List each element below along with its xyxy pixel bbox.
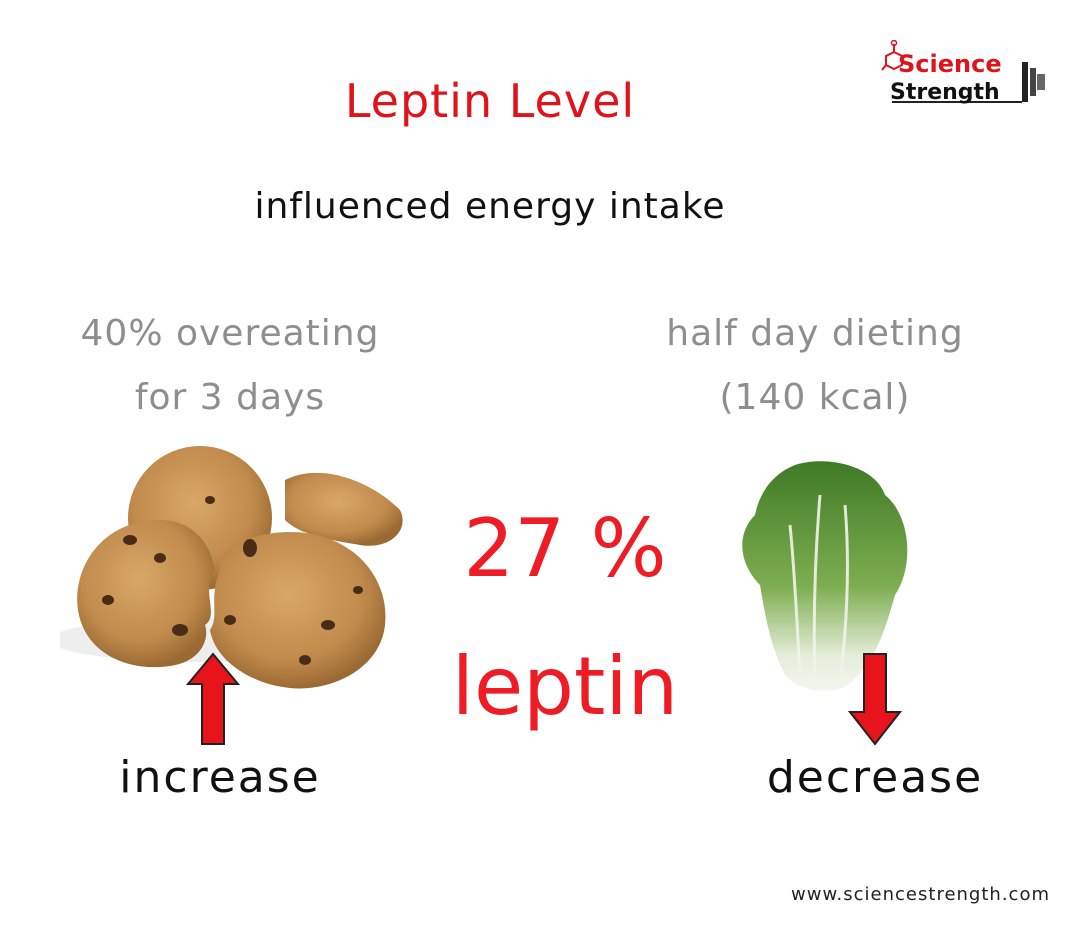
overeating-caption-line1: 40% overeating (80, 313, 380, 354)
website-url: www.sciencestrength.com (791, 884, 1050, 905)
science-strength-logo: Science Strength (880, 40, 1050, 116)
molecule-barbell-icon (881, 40, 1045, 103)
arrow-up-icon (186, 652, 240, 745)
overeating-caption-line2: for 3 days (134, 377, 326, 418)
cookies-image (60, 446, 403, 689)
decrease-label: decrease (766, 752, 984, 803)
overeating-caption: 40% overeating for 3 days (30, 302, 430, 430)
napa-cabbage-image (742, 461, 908, 691)
leptin-label: leptin (451, 640, 679, 733)
dieting-caption-line2: (140 kcal) (719, 377, 911, 418)
page-title: Leptin Level (344, 74, 636, 128)
arrow-down-icon (848, 653, 902, 746)
dieting-caption: half day dieting (140 kcal) (610, 302, 1020, 430)
dieting-caption-line1: half day dieting (666, 313, 964, 354)
increase-label: increase (119, 752, 321, 803)
logo-strength-text: Strength (890, 80, 1000, 105)
percent-change-value: 27 % (463, 502, 667, 595)
page-subtitle: influenced energy intake (254, 186, 726, 227)
logo-science-text: Science (898, 50, 1002, 78)
